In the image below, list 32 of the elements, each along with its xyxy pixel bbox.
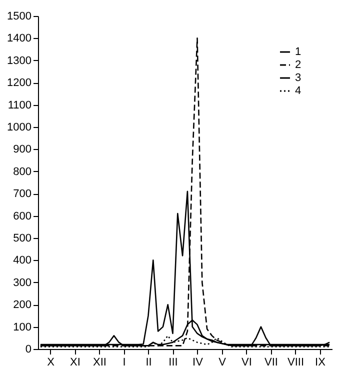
y-tick-label: 0 xyxy=(25,344,32,356)
legend-label: 3 xyxy=(295,72,302,84)
y-tick-label: 400 xyxy=(13,254,32,267)
y-tick-label: 600 xyxy=(13,210,32,222)
x-tick-label: VIII xyxy=(287,356,304,368)
y-tick-label: 1300 xyxy=(7,54,32,67)
y-tick-label: 100 xyxy=(13,321,32,334)
y-tick-label: 500 xyxy=(13,232,32,244)
y-tick-label: 300 xyxy=(13,276,32,289)
legend-label: 2 xyxy=(295,59,302,71)
x-tick-label: IV xyxy=(192,356,204,368)
x-tick-label: X xyxy=(47,356,56,368)
x-tick-label: XII xyxy=(93,356,106,368)
x-tick-label: XI xyxy=(70,356,80,368)
y-tick-label: 700 xyxy=(13,188,32,200)
y-tick-label: 800 xyxy=(13,166,32,178)
x-tick-label: I xyxy=(122,356,126,368)
y-tick-label: 1500 xyxy=(7,10,32,22)
x-tick-label: V xyxy=(218,356,227,368)
y-tick-label: 1400 xyxy=(7,32,32,45)
y-tick-label: 1200 xyxy=(7,77,32,90)
x-tick-label: VI xyxy=(242,356,252,368)
y-tick-label: 900 xyxy=(13,144,32,156)
x-tick-label: III xyxy=(168,356,178,368)
y-tick-label: 1000 xyxy=(7,122,32,134)
y-tick-label: 1100 xyxy=(8,99,32,112)
x-tick-label: II xyxy=(146,356,152,368)
y-tick-label: 200 xyxy=(13,299,32,312)
x-tick-label: IX xyxy=(315,356,326,368)
legend-label: 1 xyxy=(295,46,302,58)
x-tick-label: VII xyxy=(264,356,278,368)
legend-label: 4 xyxy=(295,85,302,97)
